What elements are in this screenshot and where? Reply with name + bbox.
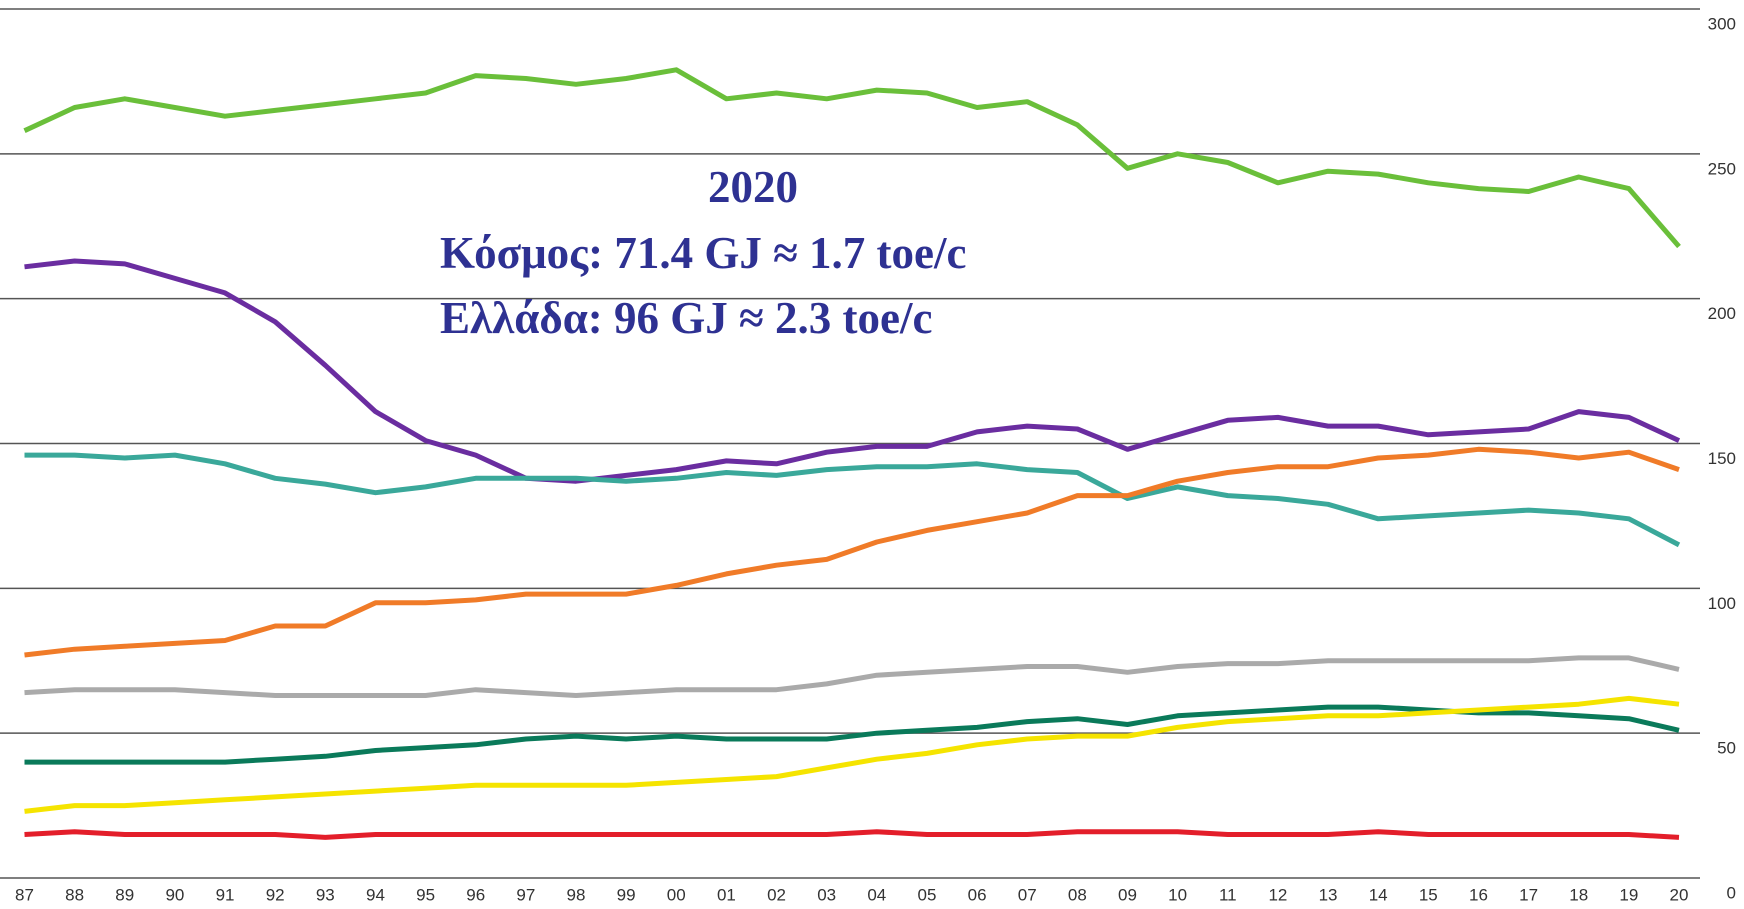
y-tick-label: 50 [1717,739,1736,758]
series-line [24,829,1680,840]
x-tick-label: 14 [1369,885,1388,904]
series-line [24,695,1680,814]
y-tick-label: 300 [1708,14,1736,33]
annotation: Ελλάδα: 96 GJ ≈ 2.3 toe/c [440,293,932,343]
x-tick-label: 09 [1118,885,1137,904]
x-tick-label: 97 [516,885,535,904]
y-tick-label: 0 [1727,883,1736,902]
annotation: Κόσμος: 71.4 GJ ≈ 1.7 toe/c [440,228,967,278]
x-tick-label: 15 [1419,885,1438,904]
x-tick-label: 17 [1519,885,1538,904]
x-tick-label: 90 [165,885,184,904]
x-tick-label: 19 [1619,885,1638,904]
series-line [24,704,1680,765]
x-tick-label: 16 [1469,885,1488,904]
x-tick-label: 87 [15,885,34,904]
x-tick-label: 12 [1268,885,1287,904]
x-tick-label: 98 [567,885,586,904]
x-tick-label: 95 [416,885,435,904]
x-tick-label: 99 [617,885,636,904]
series-line [23,67,1681,249]
x-tick-label: 01 [717,885,736,904]
x-tick-label: 10 [1168,885,1187,904]
annotation: 2020 [708,162,798,212]
x-tick-label: 08 [1068,885,1087,904]
x-tick-label: 07 [1018,885,1037,904]
x-tick-label: 93 [316,885,335,904]
x-tick-label: 89 [115,885,134,904]
series-line [24,655,1680,698]
x-tick-label: 06 [968,885,987,904]
series-line [24,446,1680,658]
y-tick-label: 250 [1708,159,1736,178]
y-tick-label: 100 [1708,594,1736,613]
x-tick-label: 18 [1569,885,1588,904]
x-tick-label: 05 [917,885,936,904]
x-tick-label: 11 [1219,885,1237,904]
y-tick-label: 150 [1708,449,1736,468]
x-tick-label: 04 [867,885,886,904]
x-tick-label: 91 [216,885,235,904]
x-tick-label: 96 [466,885,485,904]
x-tick-label: 20 [1670,885,1689,904]
series-line [24,452,1681,548]
x-tick-label: 02 [767,885,786,904]
x-tick-label: 94 [366,885,385,904]
x-tick-label: 03 [817,885,836,904]
y-tick-label: 200 [1708,304,1736,323]
x-tick-label: 92 [266,885,285,904]
x-tick-label: 13 [1319,885,1338,904]
x-tick-label: 00 [667,885,686,904]
series-line [24,258,1681,484]
x-tick-label: 88 [65,885,84,904]
